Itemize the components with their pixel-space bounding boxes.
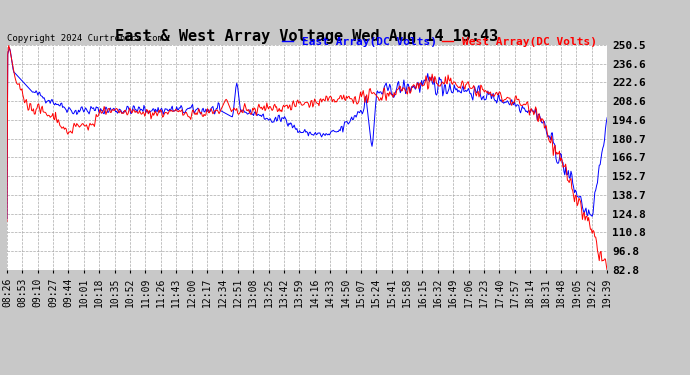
Legend: East Array(DC Volts), West Array(DC Volts): East Array(DC Volts), West Array(DC Volt… bbox=[277, 33, 602, 51]
Title: East & West Array Voltage Wed Aug 14 19:43: East & West Array Voltage Wed Aug 14 19:… bbox=[115, 29, 499, 44]
Text: Copyright 2024 Curtronics.com: Copyright 2024 Curtronics.com bbox=[7, 34, 163, 43]
